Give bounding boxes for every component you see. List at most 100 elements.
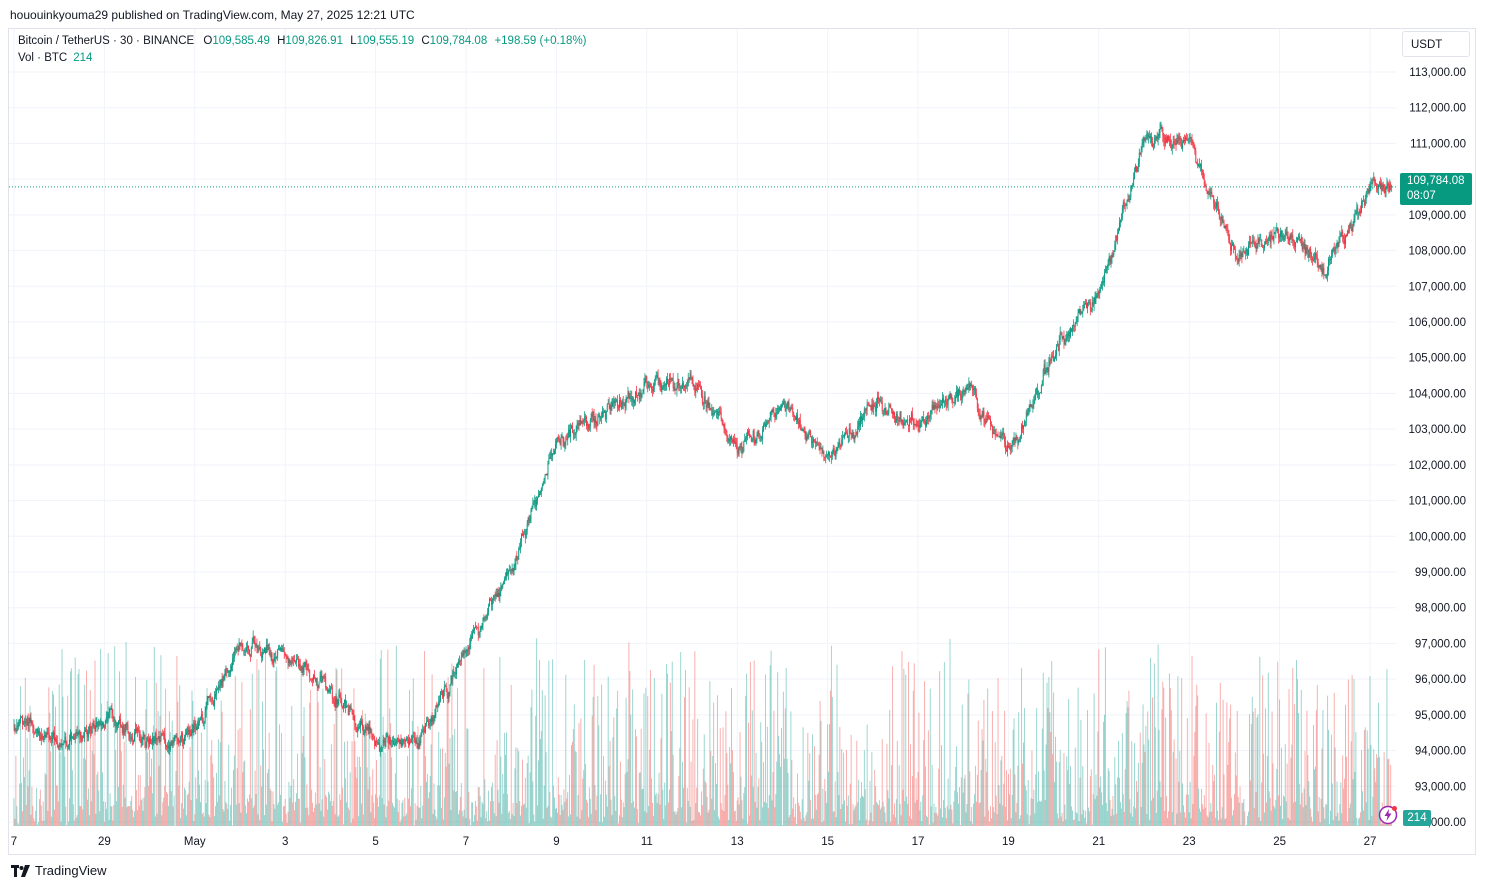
candle-body <box>1024 421 1026 422</box>
volume-bar <box>1063 753 1065 826</box>
candle-body <box>1184 139 1185 142</box>
candle-body <box>638 392 640 400</box>
candle-body <box>667 378 668 384</box>
volume-bar <box>142 810 144 826</box>
volume-bar <box>524 777 526 826</box>
volume-bar <box>1090 769 1092 826</box>
candle-body <box>1127 199 1129 201</box>
candle-body <box>644 378 646 383</box>
volume-bar <box>688 687 690 826</box>
candle-body <box>1062 336 1064 339</box>
candle-body <box>1363 201 1365 206</box>
tradingview-brand[interactable]: TradingView <box>11 863 107 878</box>
candle-body <box>800 427 802 430</box>
volume-bar <box>628 642 630 826</box>
candles <box>13 121 1393 757</box>
volume-bar <box>1025 790 1027 826</box>
volume-bar <box>285 813 287 826</box>
currency-button[interactable]: USDT <box>1402 31 1470 57</box>
candle-body <box>183 740 184 744</box>
volume-bar <box>998 785 1000 826</box>
volume-bar <box>207 781 209 826</box>
volume-bar <box>303 707 305 826</box>
candle-body <box>76 732 78 734</box>
candle-body <box>411 736 413 740</box>
volume-bar <box>619 761 621 826</box>
volume-bar <box>22 757 24 826</box>
candle-body <box>906 419 908 421</box>
volume-bar <box>556 812 558 826</box>
volume-bar <box>721 809 723 826</box>
candle-body <box>746 436 748 439</box>
volume-bar <box>1275 799 1277 826</box>
candle-body <box>651 386 652 390</box>
volume-bar <box>978 803 980 826</box>
volume-bar <box>1030 798 1032 826</box>
volume-bar <box>1072 819 1074 826</box>
candle-body <box>775 413 777 418</box>
volume-bar <box>13 798 15 826</box>
candle-body <box>375 741 377 746</box>
volume-bar <box>14 818 16 826</box>
candle-body <box>740 445 742 448</box>
volume-bar <box>36 788 38 826</box>
candle-body <box>824 456 826 458</box>
volume-bar <box>1062 821 1064 826</box>
candle-body <box>340 696 342 703</box>
candle-body <box>358 726 360 728</box>
volume-bar <box>408 798 410 826</box>
candle-body <box>1254 242 1256 245</box>
volume-bar <box>611 815 613 826</box>
volume-bar <box>842 804 844 826</box>
candle-body <box>1334 248 1336 252</box>
volume-bar <box>712 755 714 826</box>
volume-bar <box>514 768 516 826</box>
volume-bar <box>816 794 818 826</box>
candle-body <box>1172 141 1174 147</box>
volume-bar <box>1205 713 1207 826</box>
volume-bar <box>867 824 869 826</box>
candle-body <box>900 411 902 420</box>
candle-body <box>85 729 87 732</box>
volume-bar <box>1187 794 1189 826</box>
candle-body <box>280 648 282 651</box>
candle-body <box>99 721 101 725</box>
volume-bar <box>19 783 21 826</box>
lightning-icon[interactable] <box>1378 805 1398 825</box>
volume-bar <box>92 727 94 826</box>
candle-body <box>393 744 395 746</box>
candle-body <box>959 393 961 397</box>
candle-body <box>813 439 814 442</box>
volume-bar <box>455 792 457 826</box>
volume-bar <box>1189 781 1191 826</box>
volume-bar <box>780 766 781 826</box>
volume-label[interactable]: Vol · BTC <box>18 52 68 64</box>
candle-body <box>708 401 710 409</box>
candle-body <box>925 421 926 427</box>
candle-body <box>1217 206 1219 211</box>
volume-bar <box>87 788 89 826</box>
candle-body <box>1152 146 1154 148</box>
candle-body <box>309 670 311 679</box>
symbol-label[interactable]: Bitcoin / TetherUS · 30 · BINANCE <box>18 35 195 47</box>
volume-bar <box>1184 817 1186 826</box>
volume-bar <box>1123 811 1125 826</box>
candle-body <box>83 736 85 738</box>
volume-bar <box>216 772 217 826</box>
volume-bar <box>574 750 576 826</box>
volume-bar <box>296 793 297 826</box>
volume-bar <box>110 806 112 826</box>
candle-body <box>325 677 327 689</box>
candle-body <box>837 444 839 449</box>
volume-bar <box>643 693 645 826</box>
candle-body <box>167 746 168 748</box>
candle-body <box>247 645 248 648</box>
candle-body <box>506 571 508 574</box>
candle-body <box>426 720 428 722</box>
volume-bar <box>88 815 90 826</box>
volume-bar <box>424 651 426 826</box>
candle-body <box>801 429 803 431</box>
volume-bar <box>994 742 996 826</box>
volume-bar <box>500 756 502 826</box>
